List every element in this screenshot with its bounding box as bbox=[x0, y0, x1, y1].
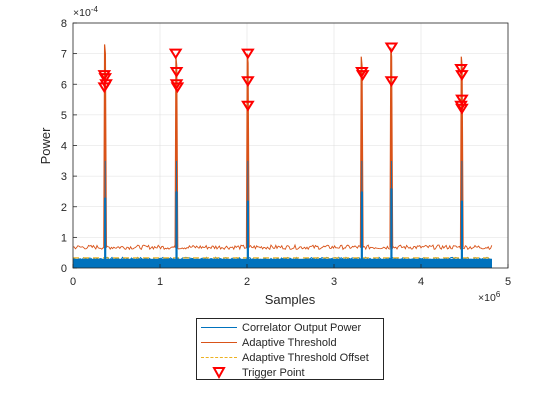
trigger-point-marker bbox=[384, 42, 399, 54]
legend-label: Correlator Output Power bbox=[242, 321, 362, 334]
y-exponent-label: ×10-4 bbox=[73, 5, 98, 19]
legend-line-orange-icon bbox=[199, 335, 239, 350]
legend-label: Adaptive Threshold Offset bbox=[242, 351, 369, 364]
x-axis-label: Samples bbox=[265, 292, 316, 307]
trigger-point-marker bbox=[384, 76, 399, 88]
adaptive-threshold-line bbox=[73, 243, 493, 251]
trigger-point-marker bbox=[355, 70, 370, 81]
y-tick-label: 3 bbox=[61, 171, 67, 183]
y-tick-label: 4 bbox=[61, 141, 67, 153]
y-tick-label: 5 bbox=[61, 110, 67, 122]
x-tick-label: 2 bbox=[244, 276, 250, 288]
legend-dashed-line-yellow-icon bbox=[199, 350, 239, 365]
legend-label: Trigger Point bbox=[242, 366, 305, 379]
trigger-point-marker bbox=[241, 100, 255, 112]
y-tick-label: 7 bbox=[61, 49, 67, 61]
legend-label: Adaptive Threshold bbox=[242, 336, 337, 349]
y-tick-label: 2 bbox=[61, 202, 67, 214]
ticks: 0 1 2 3 4 5 0 1 2 3 4 5 6 7 8 bbox=[61, 18, 511, 288]
x-tick-label: 3 bbox=[331, 276, 337, 288]
plot-area bbox=[72, 42, 493, 268]
trigger-point-marker bbox=[241, 48, 255, 60]
trigger-point-marker bbox=[454, 63, 468, 75]
x-tick-label: 5 bbox=[505, 276, 511, 288]
x-exponent-label: ×106 bbox=[478, 290, 501, 304]
trigger-point-marker bbox=[170, 82, 185, 94]
y-tick-label: 6 bbox=[61, 79, 67, 91]
x-tick-label: 0 bbox=[70, 276, 76, 288]
grid bbox=[72, 22, 509, 269]
trigger-point-marker bbox=[97, 82, 112, 94]
trigger-point-marker bbox=[98, 73, 112, 85]
y-tick-label: 1 bbox=[61, 232, 67, 244]
legend-entry-trigger: Trigger Point bbox=[197, 365, 383, 380]
y-tick-label: 0 bbox=[61, 263, 67, 275]
trigger-point-marker bbox=[455, 94, 469, 106]
y-tick-label: 8 bbox=[61, 18, 67, 30]
correlator-output-band bbox=[73, 258, 492, 268]
x-tick-label: 4 bbox=[418, 276, 424, 288]
x-tick-label: 1 bbox=[157, 276, 163, 288]
legend-entry-correlator: Correlator Output Power bbox=[197, 320, 383, 335]
legend-entry-threshold: Adaptive Threshold bbox=[197, 335, 383, 350]
y-axis-label: Power bbox=[38, 127, 53, 165]
trigger-point-marker bbox=[455, 103, 469, 115]
legend-entry-threshold-offset: Adaptive Threshold Offset bbox=[197, 350, 383, 365]
legend-line-blue-icon bbox=[199, 320, 239, 335]
legend: Correlator Output Power Adaptive Thresho… bbox=[196, 318, 384, 380]
trigger-point-marker bbox=[241, 76, 255, 88]
legend-triangle-down-icon bbox=[199, 365, 239, 380]
trigger-point-marker bbox=[168, 48, 183, 60]
trigger-point-marker bbox=[169, 67, 184, 78]
correlator-output-line bbox=[72, 256, 492, 262]
trigger-point-marker bbox=[455, 70, 469, 81]
